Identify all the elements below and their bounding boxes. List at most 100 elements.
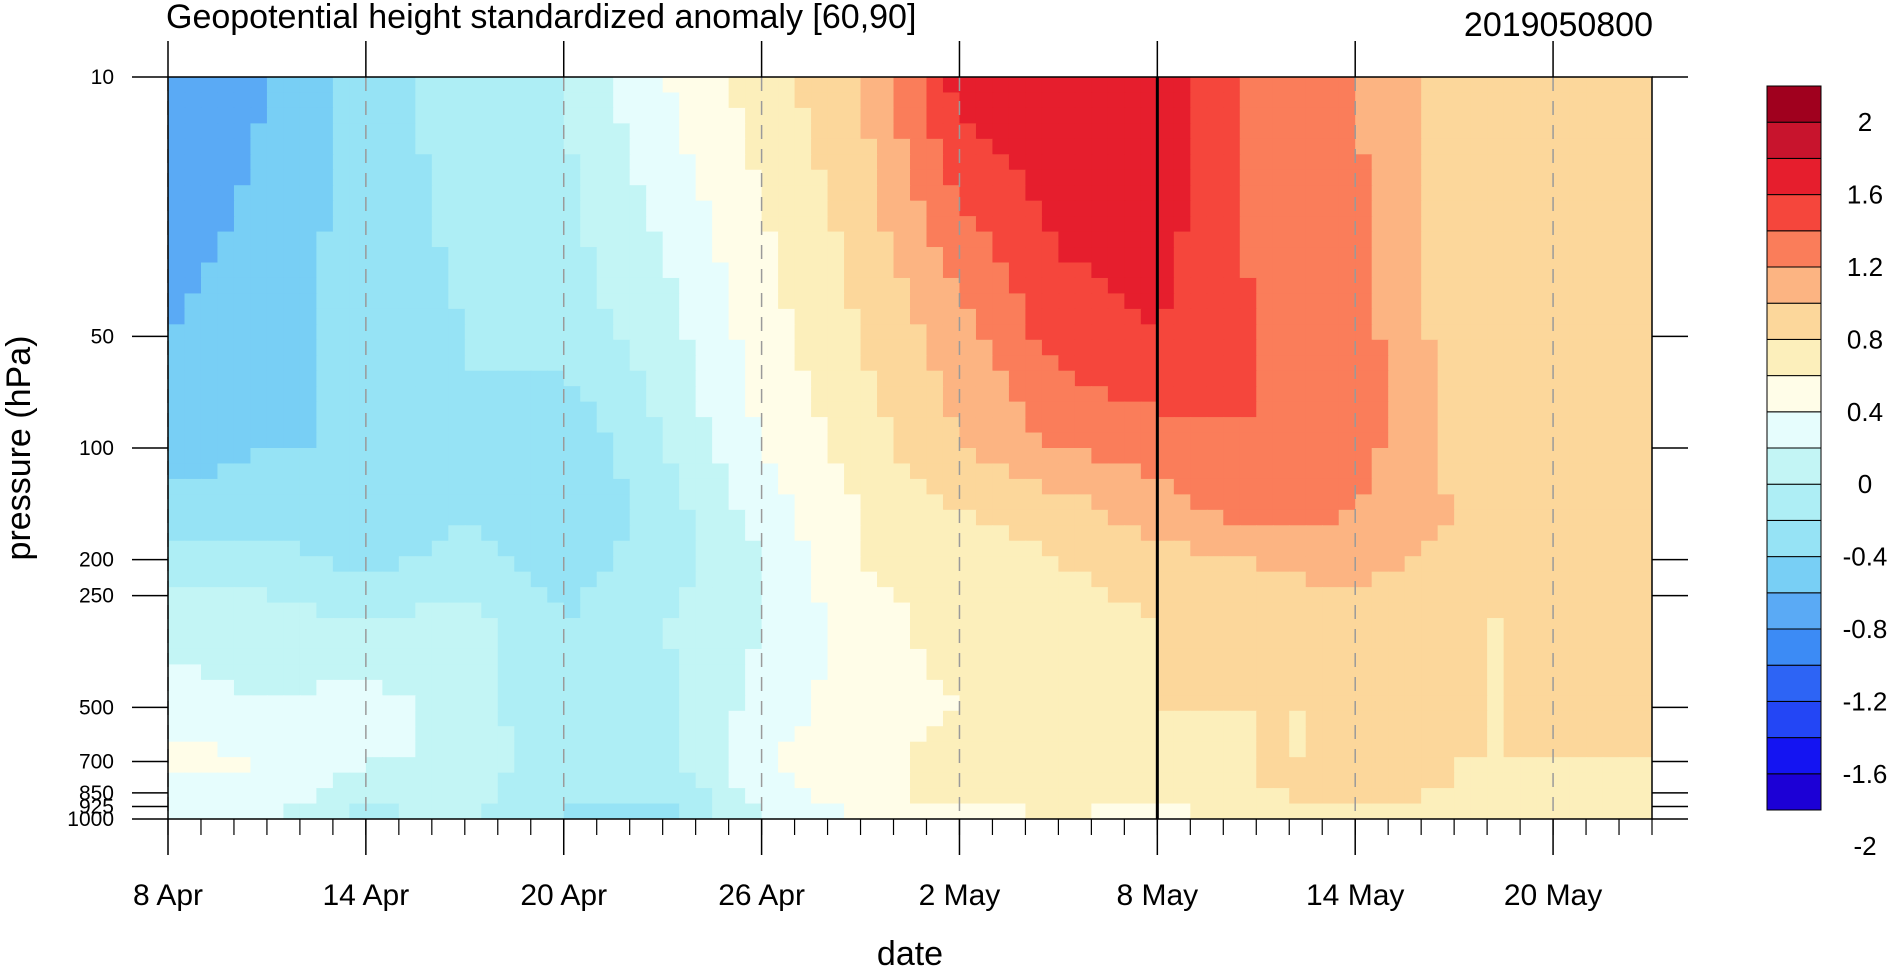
anomaly-cell (1553, 123, 1571, 140)
anomaly-cell (1140, 509, 1159, 527)
anomaly-cell (1470, 618, 1488, 635)
anomaly-cell (1157, 556, 1175, 573)
anomaly-cell (712, 556, 730, 573)
anomaly-cell (1140, 432, 1159, 449)
anomaly-cell (1124, 262, 1142, 279)
anomaly-cell (1124, 741, 1142, 758)
anomaly-cell (1239, 355, 1258, 372)
anomaly-cell (563, 138, 582, 156)
anomaly-cell (481, 602, 499, 619)
anomaly-cell (349, 185, 367, 202)
anomaly-cell (1091, 556, 1109, 573)
anomaly-cell (299, 494, 318, 511)
anomaly-cell (1602, 726, 1620, 743)
anomaly-cell (1256, 277, 1274, 295)
anomaly-cell (1619, 169, 1637, 187)
anomaly-cell (283, 370, 301, 387)
anomaly-cell (1503, 200, 1521, 217)
anomaly-cell (827, 571, 845, 588)
anomaly-cell (398, 788, 417, 805)
anomaly-cell (1619, 154, 1637, 171)
anomaly-cell (844, 679, 862, 697)
anomaly-cell (283, 494, 301, 511)
anomaly-cell (1173, 216, 1192, 233)
anomaly-cell (1157, 741, 1175, 758)
anomaly-cell (1388, 463, 1406, 480)
anomaly-cell (860, 540, 878, 558)
anomaly-cell (365, 540, 384, 558)
anomaly-cell (1190, 679, 1208, 697)
anomaly-cell (1206, 710, 1225, 728)
anomaly-cell (497, 772, 516, 789)
anomaly-cell (745, 587, 763, 604)
anomaly-cell (1157, 77, 1175, 94)
anomaly-cell (217, 757, 235, 774)
anomaly-cell (431, 741, 450, 758)
anomaly-cell (1602, 679, 1620, 697)
anomaly-cell (1536, 788, 1554, 805)
anomaly-cell (1619, 726, 1637, 743)
anomaly-cell (893, 386, 911, 403)
anomaly-cell (811, 571, 829, 588)
anomaly-cell (910, 432, 928, 449)
anomaly-cell (1553, 679, 1571, 697)
anomaly-cell (778, 633, 796, 650)
anomaly-cell (778, 602, 796, 619)
anomaly-cell (596, 618, 614, 635)
anomaly-cell (1239, 185, 1258, 202)
anomaly-cell (1008, 556, 1027, 573)
anomaly-cell (1454, 618, 1472, 635)
anomaly-cell (844, 92, 862, 109)
anomaly-cell (530, 679, 549, 697)
anomaly-cell (1421, 648, 1439, 666)
anomaly-cell (1487, 618, 1505, 635)
anomaly-cell (1355, 401, 1373, 418)
anomaly-cell (1305, 664, 1324, 681)
anomaly-cell (1635, 741, 1652, 758)
anomaly-cell (1256, 726, 1274, 743)
anomaly-cell (1619, 417, 1637, 434)
anomaly-cell (679, 803, 697, 819)
anomaly-cell (1371, 169, 1389, 187)
anomaly-cell (184, 154, 202, 171)
anomaly-cell (1487, 726, 1505, 743)
anomaly-cell (1553, 803, 1571, 819)
anomaly-cell (662, 231, 680, 248)
anomaly-cell (1206, 679, 1225, 697)
anomaly-cell (250, 741, 268, 758)
anomaly-cell (283, 216, 301, 233)
anomaly-cell (1190, 401, 1208, 418)
anomaly-cell (1388, 664, 1406, 681)
anomaly-cell (530, 803, 549, 819)
anomaly-cell (464, 695, 483, 712)
anomaly-cell (547, 741, 565, 758)
anomaly-cell (662, 123, 680, 140)
anomaly-cell (992, 401, 1010, 418)
anomaly-cell (679, 602, 697, 619)
anomaly-cell (794, 432, 812, 449)
anomaly-cell (1239, 77, 1258, 94)
anomaly-cell (679, 757, 697, 774)
anomaly-cell (926, 494, 944, 511)
anomaly-cell (1569, 788, 1587, 805)
anomaly-cell (200, 587, 219, 604)
colorbar-label: 2 (1858, 107, 1872, 137)
anomaly-cell (1487, 710, 1505, 728)
anomaly-cell (1553, 355, 1571, 372)
anomaly-cell (530, 710, 549, 728)
anomaly-cell (992, 478, 1010, 496)
anomaly-cell (1322, 525, 1340, 542)
anomaly-cell (1536, 587, 1554, 604)
anomaly-cell (893, 123, 911, 140)
anomaly-cell (514, 478, 532, 496)
anomaly-cell (712, 772, 730, 789)
anomaly-cell (349, 262, 367, 279)
anomaly-cell (530, 247, 549, 264)
anomaly-cell (926, 138, 944, 156)
anomaly-cell (1371, 463, 1389, 480)
anomaly-cell (926, 293, 944, 310)
anomaly-cell (844, 540, 862, 558)
anomaly-cell (1173, 726, 1192, 743)
anomaly-cell (1421, 231, 1439, 248)
anomaly-cell (1635, 216, 1652, 233)
